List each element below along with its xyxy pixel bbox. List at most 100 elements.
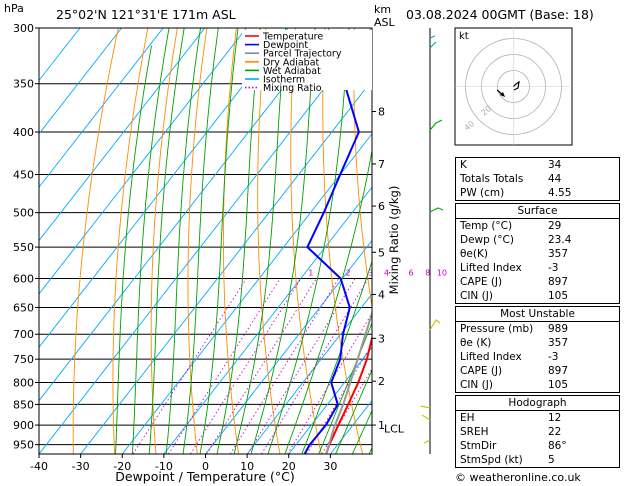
wet-adiabat [148, 28, 185, 454]
most-unstable-row: Pressure (mb) 989 [456, 322, 619, 336]
most-unstable-row: CIN (J) 105 [456, 378, 619, 392]
isotherm-line [39, 28, 122, 135]
series-parcel-trajectory [325, 310, 372, 454]
surface-value: 105 [548, 290, 569, 302]
isotherm-line [121, 133, 372, 454]
storm-motion-arrowhead [500, 92, 505, 97]
altitude-tick-label: 3 [378, 332, 385, 345]
hodograph-table: Hodograph EH 12 SREH 22 StmDir 86° StmSpd (kt) 5 [455, 395, 620, 468]
isotherm-line [39, 28, 164, 188]
index-label: Totals Totals [460, 173, 524, 185]
isotherm-line [163, 186, 372, 454]
pressure-tick-label: 400 [13, 126, 34, 139]
surface-row: CAPE (J) 897 [456, 275, 619, 289]
legend-background [242, 30, 372, 90]
mixing-ratio-line [190, 278, 302, 454]
legend-label: Isotherm [263, 75, 305, 86]
most-unstable-value: 989 [548, 323, 569, 335]
surface-value: -3 [548, 262, 559, 274]
pressure-tick-label: 850 [13, 398, 34, 411]
temperature-tick-label: 20 [282, 460, 296, 473]
surface-table: Surface Temp (°C) 29 Dewp (°C) 23.4 θe(K) 357 L… [455, 203, 620, 304]
surface-value: 897 [548, 276, 569, 288]
hodograph-row: StmDir 86° [456, 439, 619, 453]
pressure-tick-label: 450 [13, 169, 34, 182]
altitude-tick-label: 5 [378, 246, 385, 259]
mixing-ratio-line [206, 278, 317, 454]
hodograph-title: Hodograph [508, 397, 567, 409]
hodograph-label: StmSpd (kt) [460, 454, 523, 466]
pressure-tick-label: 300 [13, 22, 34, 35]
index-label: K [460, 159, 467, 171]
wet-adiabat [335, 368, 372, 454]
pressure-tick-label: 650 [13, 301, 34, 314]
wet-adiabat [233, 28, 287, 454]
pressure-tick-label: 500 [13, 207, 34, 220]
wet-adiabat [250, 28, 316, 454]
x-axis-label: Dewpoint / Temperature (°C) [115, 469, 294, 484]
isotherm-line [39, 28, 331, 402]
surface-value: 29 [548, 220, 562, 232]
legend-label: Dewpoint [263, 40, 308, 51]
most-unstable-value: 897 [548, 365, 569, 377]
temperature-tick-label: -20 [113, 460, 131, 473]
most-unstable-table: Most Unstable Pressure (mb) 989 θe (K) 357 Li… [455, 306, 620, 393]
dry-adiabat [187, 28, 208, 454]
most-unstable-row: CAPE (J) 897 [456, 364, 619, 378]
index-value: 34 [548, 159, 562, 171]
pressure-tick-label: 900 [13, 419, 34, 432]
hodograph-label: SREH [460, 426, 489, 438]
credit-text: © weatheronline.co.uk [455, 471, 581, 484]
surface-value: 357 [548, 248, 569, 260]
most-unstable-label: Pressure (mb) [460, 323, 534, 335]
most-unstable-label: CIN (J) [460, 379, 493, 391]
datetime-title: 03.08.2024 00GMT (Base: 18) [406, 7, 594, 22]
mixing-ratio-label: 10 [437, 269, 447, 278]
surface-label: Lifted Index [460, 262, 522, 274]
dry-adiabat [290, 28, 322, 454]
wet-adiabat [267, 28, 350, 454]
dry-adiabat [72, 28, 119, 454]
hodograph-value: 22 [548, 426, 562, 438]
hodograph-unit-label: kt [459, 31, 469, 42]
mixing-ratio-label: 2 [346, 269, 351, 278]
most-unstable-label: Lifted Index [460, 351, 522, 363]
surface-label: θe(K) [460, 248, 488, 260]
wet-adiabat [115, 45, 152, 454]
wet-adiabat [351, 409, 372, 454]
surface-row: Lifted Index -3 [456, 261, 619, 275]
wet-adiabat [301, 260, 372, 454]
mixing-ratio-label: 8 [425, 269, 430, 278]
temperature-tick-label: -10 [155, 460, 173, 473]
asl-label: ASL [374, 16, 396, 29]
mixing-ratio-label: 6 [409, 269, 414, 278]
hpa-label: hPa [4, 2, 24, 15]
legend-label: Wet Adiabat [263, 66, 321, 77]
dry-adiabat [322, 28, 364, 454]
surface-value: 23.4 [548, 234, 572, 246]
indices-table: K 34 Totals Totals 44 PW (cm) 4.55 [455, 157, 620, 201]
surface-label: Temp (°C) [460, 220, 513, 232]
wet-adiabat [165, 28, 201, 454]
temperature-tick-label: -40 [30, 460, 48, 473]
surface-row: Dewp (°C) 23.4 [456, 233, 619, 247]
mixing-ratio-line [168, 278, 281, 454]
altitude-tick-label: 1 [378, 419, 385, 432]
legend-label: Temperature [262, 32, 323, 43]
hodograph: kt 20 40 [454, 27, 573, 146]
mixing-ratio-label: 1 [308, 269, 313, 278]
mixing-ratio-label: 4 [384, 269, 389, 278]
temperature-tick-label: -30 [72, 460, 90, 473]
most-unstable-row: θe (K) 357 [456, 336, 619, 350]
dry-adiabat [353, 28, 372, 310]
isotherm-line [288, 346, 372, 454]
altitude-tick-label: 6 [378, 200, 385, 213]
hodograph-value: 86° [548, 440, 567, 452]
hodograph-value: 5 [548, 454, 555, 466]
dry-adiabat [257, 28, 281, 454]
pressure-tick-label: 950 [13, 439, 34, 452]
legend-label: Mixing Ratio [263, 83, 322, 94]
index-row: Totals Totals 44 [456, 172, 619, 186]
surface-title: Surface [517, 205, 558, 217]
